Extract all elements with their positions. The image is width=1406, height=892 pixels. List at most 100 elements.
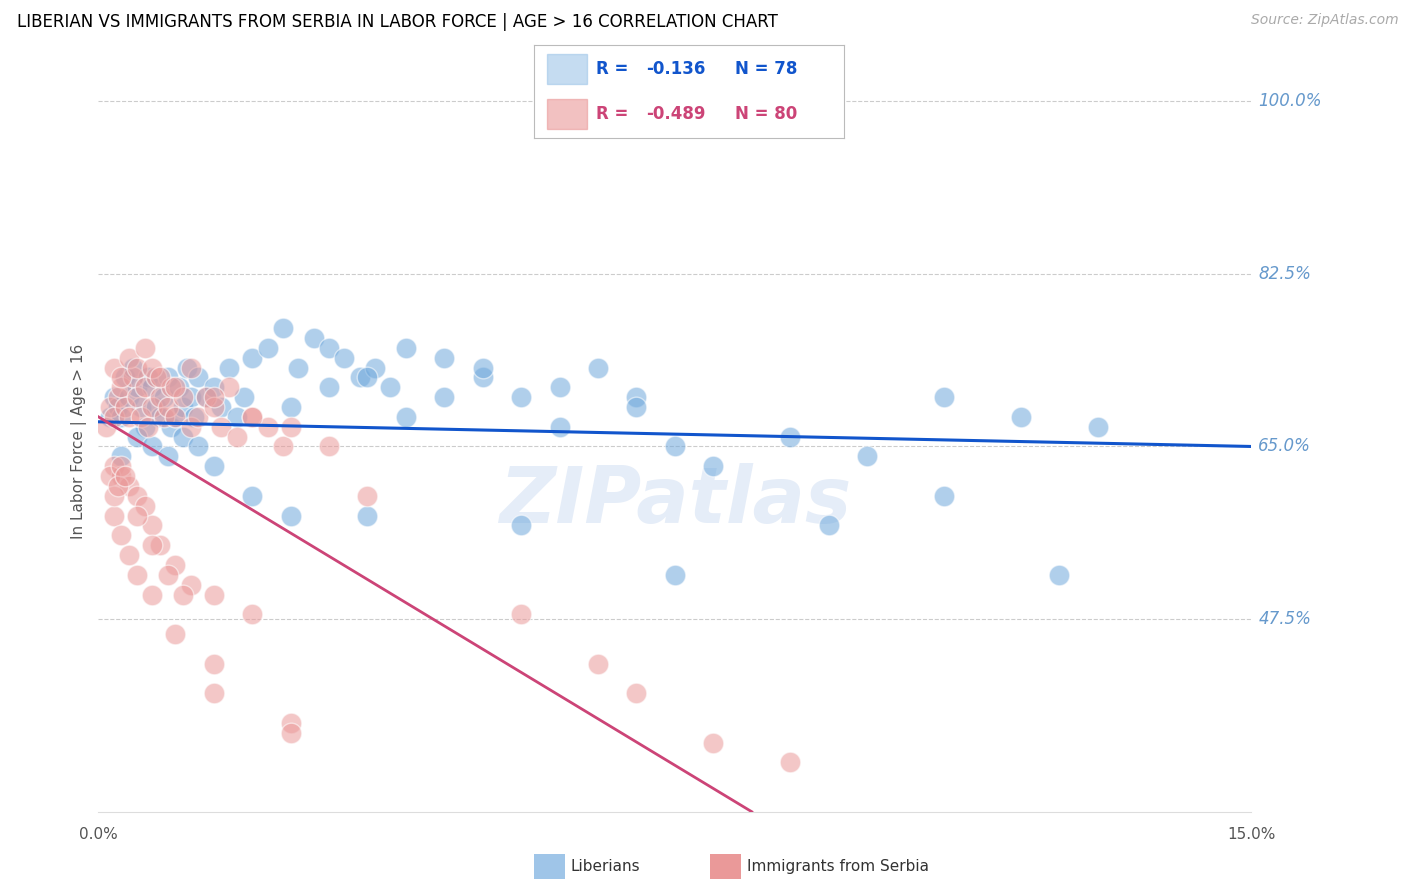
- Point: [145, 400, 167, 414]
- Text: R =: R =: [596, 105, 628, 123]
- Point: [110, 459, 132, 474]
- Point: [103, 508, 125, 523]
- Point: [110, 370, 132, 384]
- Point: [134, 419, 156, 434]
- Point: [240, 489, 263, 503]
- Point: [817, 518, 839, 533]
- Text: ZIPatlas: ZIPatlas: [499, 463, 851, 539]
- Point: [187, 409, 209, 424]
- Text: R =: R =: [596, 60, 628, 78]
- Text: 65.0%: 65.0%: [1258, 437, 1312, 456]
- Point: [433, 390, 456, 404]
- Point: [118, 479, 141, 493]
- Point: [141, 380, 163, 394]
- Point: [280, 715, 302, 730]
- Point: [218, 360, 240, 375]
- Point: [172, 390, 194, 404]
- Point: [318, 440, 340, 454]
- Point: [187, 440, 209, 454]
- Point: [280, 508, 302, 523]
- Point: [160, 380, 183, 394]
- Point: [240, 607, 263, 622]
- Point: [141, 518, 163, 533]
- Point: [1047, 567, 1070, 582]
- Point: [141, 360, 163, 375]
- Point: [356, 489, 378, 503]
- Point: [141, 588, 163, 602]
- Point: [779, 756, 801, 770]
- Point: [779, 429, 801, 443]
- Point: [118, 390, 141, 404]
- Point: [395, 341, 418, 355]
- Point: [165, 558, 187, 572]
- Point: [114, 469, 136, 483]
- Text: Liberians: Liberians: [571, 859, 641, 873]
- Point: [134, 499, 156, 513]
- Point: [114, 400, 136, 414]
- Point: [156, 450, 179, 464]
- Point: [932, 489, 955, 503]
- FancyBboxPatch shape: [547, 54, 586, 84]
- Point: [138, 419, 160, 434]
- Point: [333, 351, 356, 365]
- Point: [209, 400, 232, 414]
- Point: [125, 429, 148, 443]
- Point: [134, 341, 156, 355]
- Point: [110, 469, 132, 483]
- Point: [129, 400, 152, 414]
- Text: -0.136: -0.136: [645, 60, 704, 78]
- Point: [149, 538, 172, 552]
- Point: [152, 409, 174, 424]
- Point: [125, 360, 148, 375]
- Point: [202, 390, 225, 404]
- Point: [134, 380, 156, 394]
- Point: [114, 370, 136, 384]
- Point: [107, 390, 129, 404]
- Point: [471, 370, 494, 384]
- Point: [202, 686, 225, 700]
- Point: [160, 419, 183, 434]
- Text: Immigrants from Serbia: Immigrants from Serbia: [747, 859, 928, 873]
- Point: [122, 360, 145, 375]
- Point: [156, 370, 179, 384]
- Point: [149, 409, 172, 424]
- Point: [318, 380, 340, 394]
- Point: [118, 351, 141, 365]
- Point: [271, 440, 294, 454]
- Point: [165, 409, 187, 424]
- Point: [356, 370, 378, 384]
- Point: [626, 686, 648, 700]
- Point: [626, 390, 648, 404]
- Point: [380, 380, 402, 394]
- Point: [165, 409, 187, 424]
- Point: [152, 390, 174, 404]
- Point: [271, 321, 294, 335]
- Point: [202, 380, 225, 394]
- Point: [202, 459, 225, 474]
- Point: [141, 400, 163, 414]
- Point: [240, 409, 263, 424]
- Point: [433, 351, 456, 365]
- Point: [172, 429, 194, 443]
- Point: [218, 380, 240, 394]
- Point: [280, 419, 302, 434]
- Point: [240, 409, 263, 424]
- Point: [118, 409, 141, 424]
- Point: [187, 370, 209, 384]
- Point: [240, 351, 263, 365]
- Point: [256, 419, 278, 434]
- Point: [702, 736, 724, 750]
- Point: [103, 409, 125, 424]
- Point: [195, 390, 218, 404]
- Point: [1087, 419, 1109, 434]
- Text: LIBERIAN VS IMMIGRANTS FROM SERBIA IN LABOR FORCE | AGE > 16 CORRELATION CHART: LIBERIAN VS IMMIGRANTS FROM SERBIA IN LA…: [17, 13, 778, 31]
- Point: [156, 567, 179, 582]
- Point: [664, 440, 686, 454]
- Point: [107, 400, 129, 414]
- Point: [183, 409, 205, 424]
- Point: [195, 390, 218, 404]
- Point: [165, 627, 187, 641]
- Point: [129, 409, 152, 424]
- Point: [103, 390, 125, 404]
- Point: [167, 380, 190, 394]
